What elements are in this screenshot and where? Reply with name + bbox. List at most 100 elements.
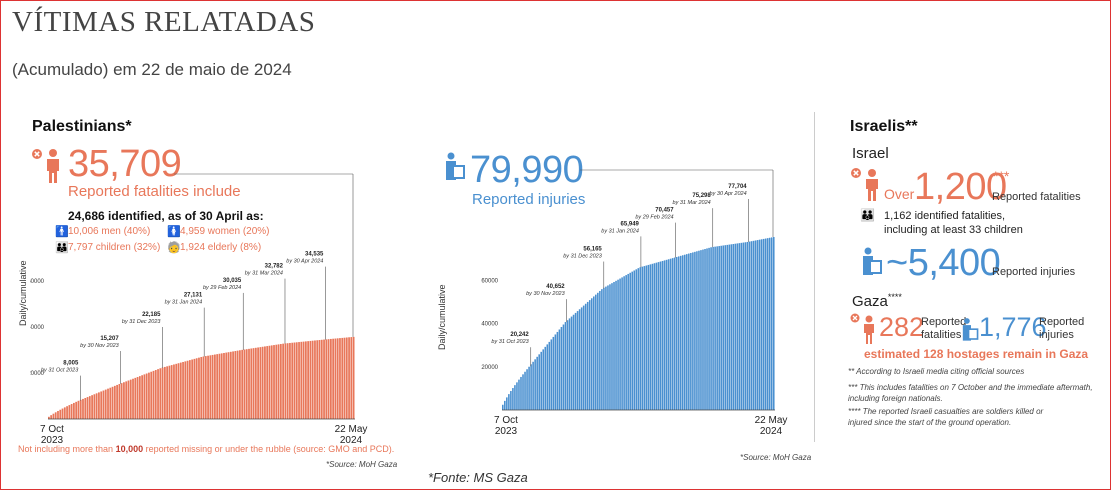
bar (542, 349, 545, 410)
bar (291, 342, 294, 419)
annotation-value: 20,242 (510, 332, 529, 338)
bar (764, 238, 767, 410)
missing-note: Not including more than 10,000 reported … (18, 444, 395, 454)
bar (170, 365, 173, 419)
bar (564, 322, 567, 410)
source-left: *Source: MoH Gaza (326, 460, 398, 469)
bar (510, 391, 512, 410)
bar (95, 393, 98, 419)
bar (740, 242, 743, 410)
bar (580, 307, 583, 410)
bar (528, 366, 530, 410)
bar (179, 362, 182, 419)
bar (298, 342, 300, 419)
annotation-value: 15,207 (100, 336, 119, 342)
bar (522, 374, 524, 410)
bar (261, 346, 264, 419)
bar (134, 377, 137, 419)
israel-identified-line1: 1,162 identified fatalities, (884, 210, 1006, 222)
bar (314, 340, 316, 419)
bar (198, 357, 200, 419)
bar (744, 242, 747, 410)
bar (615, 280, 617, 410)
bar (241, 349, 244, 419)
bar (136, 377, 139, 419)
bar (667, 259, 670, 410)
bar (688, 253, 690, 410)
bar (166, 366, 169, 419)
palestinian-injuries-number: 79,990 (470, 149, 584, 191)
bar (184, 361, 187, 419)
bar (129, 379, 132, 419)
page-title: VÍTIMAS RELATADAS (12, 6, 316, 38)
israelis-heading: Israelis** (850, 118, 918, 135)
bar (207, 355, 209, 419)
bar (746, 241, 749, 410)
bar (657, 262, 660, 410)
bar (270, 345, 273, 419)
bar (257, 347, 259, 419)
annotation-date: by 31 Oct 2023 (491, 339, 529, 345)
footnote-2b: including foreign nationals. (848, 394, 943, 403)
bar (323, 339, 325, 419)
bar (345, 337, 348, 419)
bar (534, 359, 536, 410)
bar (173, 364, 175, 419)
annotation-value: 77,704 (728, 184, 747, 190)
fatality-person-icon (32, 149, 59, 183)
annotation-value: 75,298 (692, 193, 711, 199)
x-end-label-line1: 22 May (335, 424, 368, 435)
annotation-value: 40,652 (546, 284, 565, 290)
annotation-date: by 31 Mar 2024 (673, 200, 711, 206)
bar (708, 247, 710, 410)
bar (625, 275, 627, 410)
gaza-fatalities-number: 282 (879, 312, 925, 342)
bar (716, 246, 718, 410)
bar (282, 343, 284, 419)
bar (584, 303, 587, 410)
bar (148, 372, 150, 419)
bar (104, 389, 107, 419)
bar (277, 344, 280, 419)
bar (601, 289, 603, 410)
bar (177, 363, 180, 419)
bar (704, 249, 706, 410)
bar (84, 397, 87, 419)
bar (629, 272, 631, 410)
bar (332, 338, 335, 419)
annotation-date: by 30 Nov 2023 (526, 291, 565, 297)
x-start-label-line2: 2023 (41, 435, 64, 445)
bar (82, 398, 84, 419)
x-start-label-line1: 7 Oct (40, 424, 64, 435)
bar (150, 371, 153, 419)
footnote-3a: **** The reported Israeli casualties are… (848, 407, 1044, 416)
bar (762, 238, 765, 410)
bar (293, 342, 296, 419)
bar (239, 350, 241, 419)
bar (68, 405, 71, 419)
bar (66, 406, 68, 419)
bar (706, 248, 708, 410)
bar (728, 244, 731, 410)
bar (307, 341, 310, 419)
bar (50, 415, 53, 419)
bar (514, 385, 516, 410)
bar (111, 386, 114, 419)
family-icon: 👪 (860, 208, 875, 222)
bar (75, 401, 78, 419)
bar (225, 352, 228, 419)
elderly-icon: 🧓 (167, 242, 181, 254)
annotation-date: by 29 Feb 2024 (635, 215, 673, 221)
bar (243, 349, 246, 419)
bar (651, 263, 654, 410)
children-count: 7,797 children (32%) (68, 242, 161, 253)
bar (279, 344, 282, 419)
bar (516, 382, 518, 410)
gaza-fatalities-label2: fatalities (921, 329, 962, 341)
bar (284, 343, 287, 419)
bar (546, 344, 549, 410)
annotation-value: 34,535 (305, 252, 324, 258)
gaza-injuries-label1: Reported (1039, 316, 1085, 328)
bar (341, 337, 344, 419)
